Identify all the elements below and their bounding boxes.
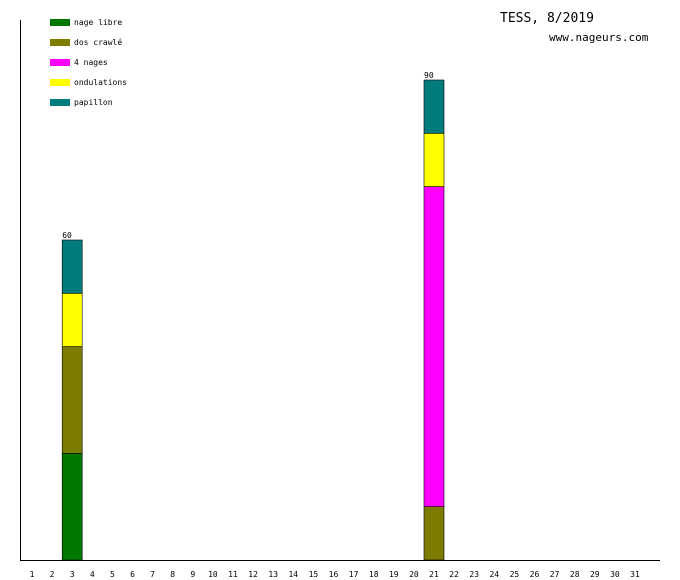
x-tick-1: 1	[30, 570, 35, 579]
x-tick-25: 25	[510, 570, 520, 579]
x-tick-23: 23	[469, 570, 479, 579]
x-tick-4: 4	[90, 570, 95, 579]
x-tick-29: 29	[590, 570, 600, 579]
chart-title: TESS, 8/2019	[500, 11, 594, 26]
legend-label-5: papillon	[74, 98, 113, 107]
x-tick-10: 10	[208, 570, 218, 579]
x-tick-28: 28	[570, 570, 580, 579]
bar-segment-day3-5	[61, 239, 83, 294]
x-tick-22: 22	[449, 570, 459, 579]
x-tick-8: 8	[170, 570, 175, 579]
x-tick-31: 31	[630, 570, 640, 579]
x-tick-2: 2	[50, 570, 55, 579]
bar-segment-day3-4	[61, 292, 83, 347]
total-label-day3: 60	[62, 231, 72, 240]
x-tick-17: 17	[349, 570, 359, 579]
x-tick-6: 6	[130, 570, 135, 579]
total-label-day21: 90	[424, 71, 434, 80]
x-tick-19: 19	[389, 570, 399, 579]
x-tick-24: 24	[489, 570, 499, 579]
legend-swatch-4	[50, 79, 70, 86]
x-tick-26: 26	[530, 570, 540, 579]
x-tick-11: 11	[228, 570, 238, 579]
bar-segment-day3-1	[61, 452, 83, 561]
bars-group	[61, 79, 445, 561]
x-tick-21: 21	[429, 570, 439, 579]
x-tick-16: 16	[329, 570, 339, 579]
legend-label-3: 4 nages	[74, 58, 108, 67]
totals-group: 60 90	[62, 71, 434, 240]
x-tick-labels: 1 2 3 4 5 6 7 8 9 10 11 12 13 14 15 16 17 18 19 20 21 22 23 24 2…	[30, 570, 640, 579]
legend-label-2: dos crawlé	[74, 37, 122, 47]
legend-swatch-1	[50, 19, 70, 26]
legend-swatch-5	[50, 99, 70, 106]
x-tick-20: 20	[409, 570, 419, 579]
legend-swatch-2	[50, 39, 70, 46]
x-tick-7: 7	[150, 570, 155, 579]
bar-segment-day21-5	[423, 79, 445, 134]
bar-segment-day21-4	[423, 133, 445, 187]
x-tick-15: 15	[309, 570, 319, 579]
x-tick-3: 3	[70, 570, 75, 579]
x-tick-5: 5	[110, 570, 115, 579]
bar-segment-day21-3	[423, 186, 445, 507]
x-tick-30: 30	[610, 570, 620, 579]
x-tick-27: 27	[550, 570, 560, 579]
bar-segment-day21-2	[423, 506, 445, 561]
site-url: www.nageurs.com	[549, 31, 649, 44]
x-tick-12: 12	[248, 570, 258, 579]
legend-swatch-3	[50, 59, 70, 66]
x-tick-9: 9	[190, 570, 195, 579]
bar-segment-day3-2	[61, 346, 83, 454]
x-tick-18: 18	[369, 570, 379, 579]
legend-label-1: nage libre	[74, 18, 122, 27]
legend: nage libre dos crawlé 4 nages ondulations pa…	[50, 18, 127, 107]
legend-label-4: ondulations	[74, 78, 127, 87]
x-tick-14: 14	[288, 570, 298, 579]
x-tick-13: 13	[268, 570, 278, 579]
